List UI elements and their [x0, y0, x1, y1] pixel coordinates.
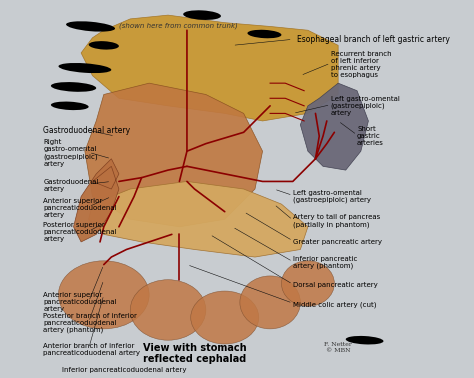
Ellipse shape: [58, 63, 111, 73]
Text: Right
gastro-omental
(gastroepiploic)
artery: Right gastro-omental (gastroepiploic) ar…: [43, 139, 98, 167]
Text: Greater pancreatic artery: Greater pancreatic artery: [293, 239, 382, 245]
Polygon shape: [89, 181, 308, 257]
Ellipse shape: [282, 261, 334, 306]
Text: Middle colic artery (cut): Middle colic artery (cut): [293, 301, 376, 308]
Text: Artery to tail of pancreas
(partially in phantom): Artery to tail of pancreas (partially in…: [293, 214, 380, 228]
Text: Anterior branch of inferior
pancreaticoduodenal artery: Anterior branch of inferior pancreaticod…: [43, 343, 140, 356]
Text: Short
gastric
arteries: Short gastric arteries: [357, 126, 384, 146]
Ellipse shape: [51, 82, 96, 92]
Polygon shape: [301, 83, 368, 170]
Text: Left gastro-omental
(gastroepiploic) artery: Left gastro-omental (gastroepiploic) art…: [293, 190, 371, 203]
Text: View with stomach
reflected cephalad: View with stomach reflected cephalad: [143, 342, 246, 364]
Polygon shape: [73, 159, 119, 242]
Ellipse shape: [191, 291, 259, 344]
Text: Dorsal pancreatic artery: Dorsal pancreatic artery: [293, 282, 377, 288]
Ellipse shape: [66, 21, 115, 32]
Text: Posterior superior
pancreaticoduodenal
artery: Posterior superior pancreaticoduodenal a…: [43, 223, 117, 242]
Text: Gastroduodenal artery: Gastroduodenal artery: [43, 126, 130, 135]
Text: Esophageal branch of left gastric artery: Esophageal branch of left gastric artery: [297, 35, 449, 44]
Text: Posterior branch of inferior
pancreaticoduodenal
artery (phantom): Posterior branch of inferior pancreatico…: [43, 313, 137, 333]
Text: (shown here from common trunk): (shown here from common trunk): [119, 22, 237, 29]
Ellipse shape: [247, 30, 282, 38]
Ellipse shape: [346, 336, 383, 344]
Ellipse shape: [183, 10, 221, 20]
Text: Inferior pancreatic
artery (phantom): Inferior pancreatic artery (phantom): [293, 256, 357, 270]
Text: Left gastro-omental
(gastroepiploic)
artery: Left gastro-omental (gastroepiploic) art…: [330, 96, 400, 116]
Text: Anterior superior
pancreaticoduodenal
artery: Anterior superior pancreaticoduodenal ar…: [43, 198, 117, 218]
Polygon shape: [81, 15, 338, 121]
Text: Anterior superior
pancreaticoduodenal
artery: Anterior superior pancreaticoduodenal ar…: [43, 293, 117, 312]
Text: Recurrent branch
of left inferior
phrenic artery
to esophagus: Recurrent branch of left inferior phreni…: [330, 51, 391, 78]
Polygon shape: [85, 83, 263, 227]
Text: Inferior pancreaticoduodenal artery: Inferior pancreaticoduodenal artery: [62, 367, 187, 373]
Text: F. Netter
© MBN: F. Netter © MBN: [324, 342, 352, 353]
Text: Gastroduodenal
artery: Gastroduodenal artery: [43, 179, 99, 192]
Ellipse shape: [89, 41, 119, 50]
Ellipse shape: [58, 261, 149, 329]
Ellipse shape: [240, 276, 301, 329]
Ellipse shape: [51, 102, 89, 110]
Ellipse shape: [130, 280, 206, 340]
